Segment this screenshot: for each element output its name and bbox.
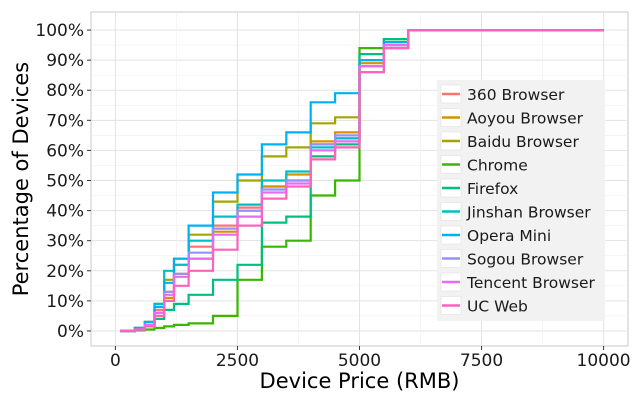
series-lines (120, 29, 604, 333)
legend-label-jinshan-browser: Jinshan Browser (466, 204, 591, 222)
y-tick-label: 80% (46, 81, 84, 101)
y-tick-label: 40% (46, 202, 84, 222)
legend-label-firefox: Firefox (467, 180, 518, 198)
x-axis-ticks: 0 2500 5000 7500 10000 (110, 346, 631, 371)
x-tick-label: 2500 (216, 351, 259, 371)
x-tick-label: 5000 (338, 351, 381, 371)
y-tick-label: 90% (46, 51, 84, 71)
y-tick-label: 20% (46, 262, 84, 282)
legend: 360 Browser Aoyou Browser Baidu Browser Chr… (437, 80, 605, 321)
legend-label-360-browser: 360 Browser (467, 86, 565, 104)
x-tick-label: 7500 (460, 351, 503, 371)
x-axis-title: Device Price (RMB) (260, 369, 460, 393)
y-tick-label: 100% (35, 21, 84, 41)
legend-label-opera-mini: Opera Mini (467, 227, 551, 245)
y-axis-ticks: 0% 10% 20% 30% 40% 50% 60% 70% 80% 90% 100% (35, 21, 91, 342)
y-tick-label: 70% (46, 111, 84, 131)
legend-label-baidu-browser: Baidu Browser (467, 133, 579, 151)
y-tick-label: 30% (46, 232, 84, 252)
legend-label-uc-web: UC Web (467, 298, 528, 316)
y-tick-label: 60% (46, 141, 84, 161)
series-line-uc-web (120, 29, 604, 333)
y-tick-label: 10% (46, 292, 84, 312)
y-tick-label: 50% (46, 172, 84, 192)
x-tick-label: 0 (110, 351, 121, 371)
x-tick-label: 10000 (577, 351, 631, 371)
y-tick-label: 0% (57, 322, 84, 342)
legend-label-tencent-browser: Tencent Browser (466, 274, 596, 292)
y-axis-title: Percentage of Devices (9, 62, 33, 297)
legend-label-aoyou-browser: Aoyou Browser (467, 110, 584, 128)
legend-label-chrome: Chrome (467, 157, 528, 175)
legend-box (437, 80, 605, 321)
legend-label-sogou-browser: Sogou Browser (467, 251, 584, 269)
